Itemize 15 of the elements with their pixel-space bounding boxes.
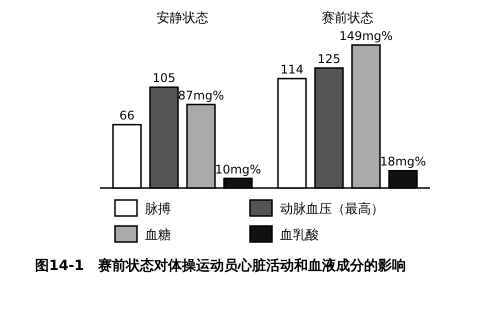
data-label: 10mg% xyxy=(215,162,261,176)
x-tick-label: 赛前状态 xyxy=(322,10,374,26)
data-label: 105 xyxy=(152,71,176,86)
data-label: 114 xyxy=(280,62,304,77)
data-label: 18mg% xyxy=(380,154,426,169)
legend-label: 脉搏 xyxy=(145,202,171,217)
data-label: 66 xyxy=(119,108,135,123)
data-label: 87mg% xyxy=(178,88,224,103)
legend-label: 动脉血压（最高） xyxy=(280,201,384,217)
legend-label: 血乳酸 xyxy=(280,228,319,243)
legend-label: 血糖 xyxy=(145,228,171,243)
text: 图14-1 赛前状态对体操运动员心脏活动和血液成分的影响 xyxy=(35,257,406,274)
data-label: 149mg% xyxy=(339,29,393,43)
data-label: 125 xyxy=(318,52,340,66)
x-tick-label: 安静状态 xyxy=(156,10,208,26)
